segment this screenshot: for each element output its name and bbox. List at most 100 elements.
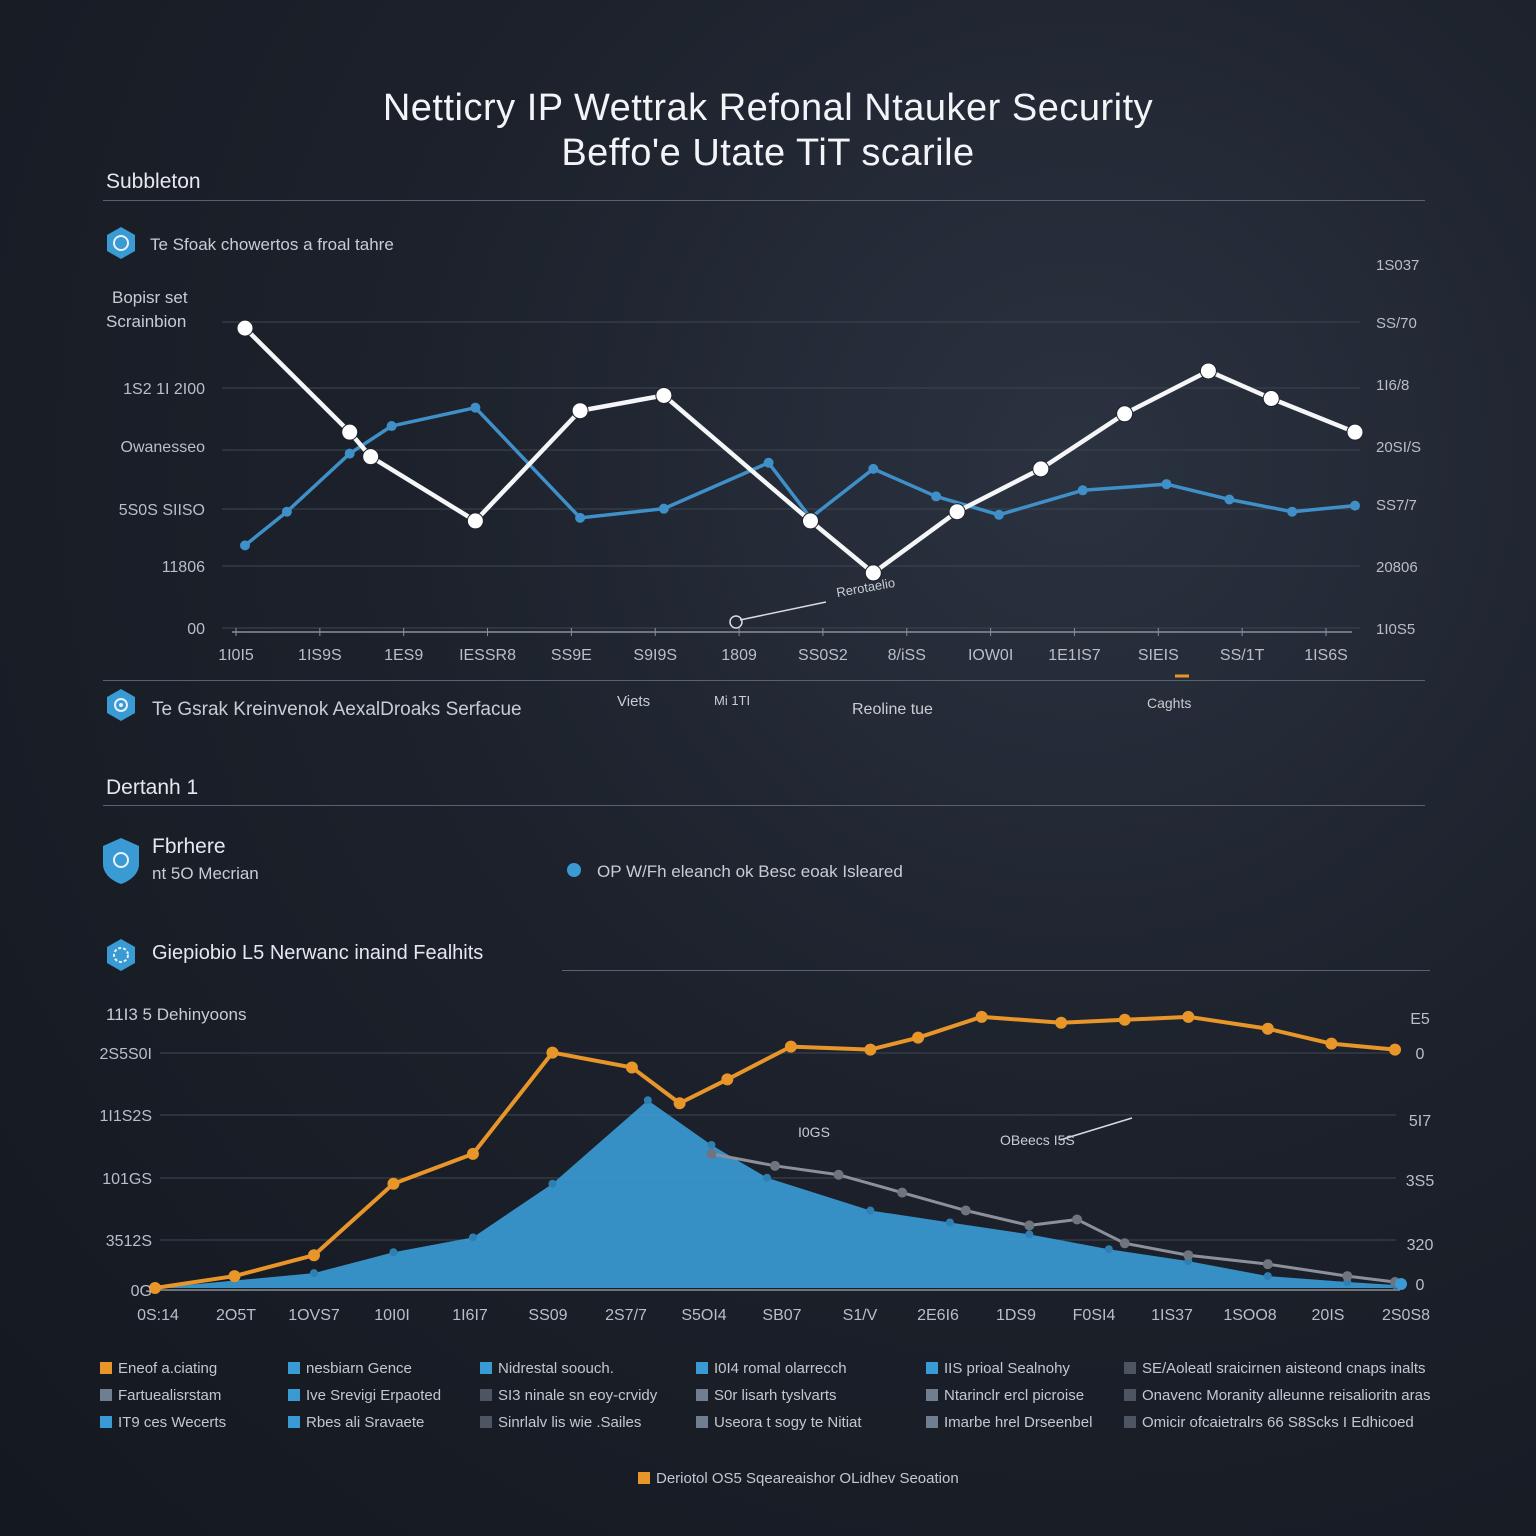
chart2-series-orange-line [154,1014,1396,1290]
chart2-area-point [866,1206,875,1215]
chart2-x-tick: 1I6I7 [452,1307,488,1324]
footer-swatch [638,1472,650,1484]
bullet-dot-icon [567,863,581,877]
chart1-white-point [1262,390,1280,407]
legend-swatch [288,1389,300,1401]
chart2-orange-point [1055,1016,1068,1029]
chart2-area-point [151,1284,159,1292]
chart2-area-point [1263,1272,1272,1281]
chart2-y-tick-left: 101GS [102,1171,152,1188]
chart1-x-tick: 1E1IS7 [1048,647,1101,664]
chart2-orange-point [673,1097,686,1110]
legend-swatch [480,1362,492,1374]
section1-tag2: Mi 1TI [714,693,751,708]
chart1-white-point [341,423,359,441]
section1-footer-rule [103,680,1425,681]
chart1-y-tick-left: 1S2 1I 2I00 [123,381,205,398]
section2-heading: Dertanh 1 [106,776,199,799]
legend-swatch [1124,1389,1136,1401]
chart2-x-tick: 2S7/7 [605,1307,647,1324]
chart2-series-blue-area [155,1100,1395,1288]
chart1-y-tick-right: 1S037 [1376,257,1419,274]
chart2-title: Giepiobio L5 Nerwanc inaind Fealhits [152,942,484,964]
chart2-grey-point [833,1169,844,1180]
chart2-y-tick-right: 320 [1407,1237,1434,1254]
legend-item: Ive Srevigi Erpaoted [288,1387,441,1404]
chart1-x-tick: 8/iSS [888,647,926,664]
chart1-y-tick-right: 20SI/S [1376,439,1421,456]
chart1-blue-point [386,421,397,432]
chart2-y-tick-left: 1I1S2S [100,1108,152,1125]
legend-item: Eneof a.ciating [100,1360,217,1377]
chart2-grey-point [1072,1214,1083,1225]
chart1-blue-point [805,512,816,523]
chart1-blue-point [993,509,1004,520]
legend-label: Eneof a.ciating [118,1360,218,1377]
chart2-grey-point [1024,1220,1035,1231]
chart1-blue-point [658,503,669,514]
chart2-y-tick-right: 5I7 [1409,1113,1431,1130]
legend-label: S0r lisarh tyslvarts [714,1387,837,1404]
legend-item: Onavenc Moranity alleunne reisalioritn a… [1124,1387,1430,1404]
chart1-y-tick-right: 1I6/8 [1376,377,1409,394]
chart1-x-tick: 1I0I5 [218,647,254,664]
chart2-area-point [643,1096,652,1105]
chart1-y-tick-left: 11806 [162,559,205,576]
chart2-orange-point [1325,1037,1338,1050]
chart1-x-tick: SS/1T [1220,647,1265,664]
legend-label: IT9 ces Wecerts [118,1414,227,1431]
chart2-area-point [763,1173,772,1182]
legend-label: IIS prioal Sealnohy [944,1360,1070,1377]
chart2-annotation-b: OBeecs I5S [1000,1132,1075,1148]
chart1-side-label1: Bopisr set [112,288,188,307]
chart1-white-point [236,319,254,337]
section2-note: OP W/Fh eleanch ok Besc eoak Isleared [597,862,903,881]
section1-caption: Te Gsrak Kreinvenok AexalDroaks Serfacue [152,699,522,720]
chart2-x-tick: F0SI4 [1073,1307,1116,1324]
chart2-orange-point [1389,1043,1401,1056]
legend-item: Nidrestal soouch. [480,1360,614,1377]
chart2-x-tick: S1/V [843,1307,878,1324]
section2-item-sub: nt 5O Mecrian [152,864,259,883]
chart1-blue-point [575,512,586,523]
section1-tag4: Caghts [1147,695,1192,711]
chart1-y-tick-right: SS/70 [1376,315,1417,332]
legend-label: nesbiarn Gence [306,1360,412,1377]
chart1-blue-point [868,463,879,474]
chart1-x-tick: SS0S2 [798,647,848,664]
section1-tag1: Viets [617,693,651,710]
footer-note-text: Deriotol OS5 Sqeareaishor OLidhev Seoati… [656,1470,959,1487]
legend-label: Ive Srevigi Erpaoted [306,1387,442,1404]
chart2-orange-point [912,1031,925,1044]
legend-item: Sinrlalv lis wie .Sailes [480,1414,641,1431]
legend-label: Rbes ali Sravaete [306,1414,425,1431]
chart1-blue-point [240,540,250,551]
legend-item: nesbiarn Gence [288,1360,412,1377]
chart1-blue-point [344,448,355,459]
legend-label: Useora t sogy te Nitiat [714,1414,862,1431]
legend-item: I0I4 romal olarrecch [696,1360,847,1377]
legend-item: Imarbe hrel Drseenbel [926,1414,1092,1431]
shield-hex-icon [107,227,135,259]
chart2-orange-point [466,1147,479,1160]
legend-item: IIS prioal Sealnohy [926,1360,1070,1377]
legend-swatch [480,1389,492,1401]
legend-item: Omicir ofcaietralrs 66 S8Scks I Edhicoed [1124,1414,1414,1431]
legend-swatch [926,1416,938,1428]
chart2-series-grey-line [711,1152,1396,1284]
legend-swatch [696,1416,708,1428]
chart2-x-tick: 2S0S8 [1382,1307,1430,1324]
chart2-x-tick: 2O5T [216,1307,256,1324]
legend-swatch [1124,1362,1136,1374]
chart2-rule [562,970,1430,971]
legend-label: Nidrestal soouch. [498,1360,614,1377]
chart2-y-tick-right: 0 [1416,1046,1425,1063]
legend-label: Sinrlalv lis wie .Sailes [498,1414,642,1431]
section1-tag3: Reoline tue [852,701,933,718]
chart2-area-point [389,1248,398,1257]
legend-item: IT9 ces Wecerts [100,1414,226,1431]
chart2-grey-point [1183,1250,1194,1261]
chart2-orange-point [1261,1022,1274,1035]
chart2-orange-point [307,1249,320,1262]
chart2-area-point [707,1140,716,1149]
